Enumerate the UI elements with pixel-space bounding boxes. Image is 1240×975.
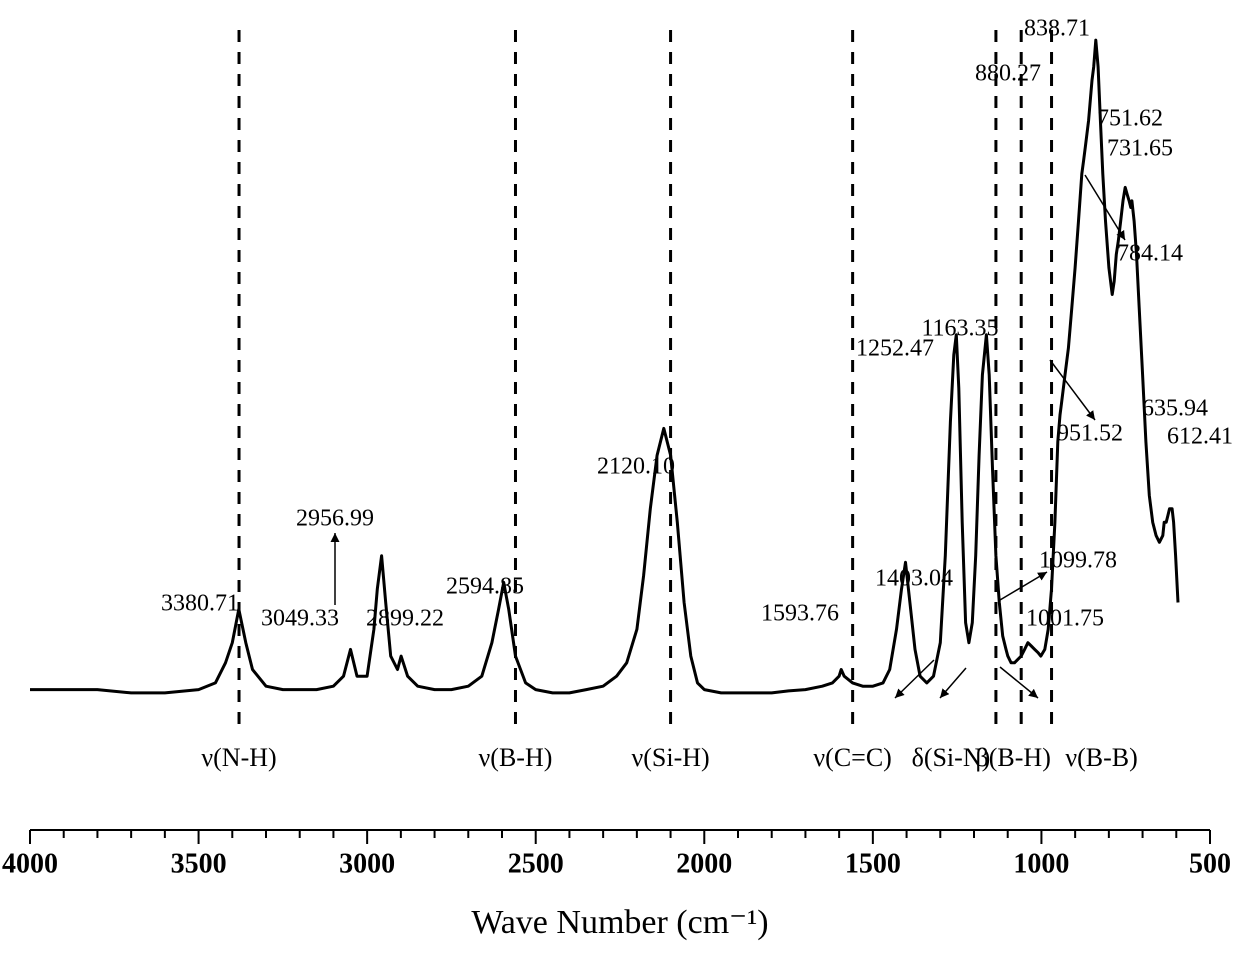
peak-label-7: 1403.04 [875,566,953,592]
x-tick-label-2: 3000 [339,848,395,879]
x-tick-label-0: 4000 [2,848,58,879]
peak-label-4: 2594.85 [446,574,524,600]
x-tick-label-5: 1500 [845,848,901,879]
peak-label-13: 731.65 [1107,136,1173,162]
spectrum-svg: ν(N-H)ν(B-H)ν(Si-H)ν(C=C)δ(Si-N)β(B-H)ν(… [0,0,1240,975]
x-axis-label: Wave Number (cm⁻¹) [471,904,768,941]
peak-label-15: 951.52 [1057,421,1123,447]
ir-spectrum-chart: ν(N-H)ν(B-H)ν(Si-H)ν(C=C)δ(Si-N)β(B-H)ν(… [0,0,1240,975]
x-tick-label-4: 2000 [676,848,732,879]
x-tick-label-7: 500 [1189,848,1231,879]
mode-label-2: ν(Si-H) [631,743,709,772]
peak-label-5: 2120.10 [597,454,675,480]
x-tick-label-6: 1000 [1013,848,1069,879]
peak-label-2: 2956.99 [296,506,374,532]
peak-label-6: 1593.76 [761,601,839,627]
peak-label-16: 635.94 [1142,396,1208,422]
peak-label-3: 2899.22 [366,606,444,632]
peak-label-0: 3380.71 [161,591,239,617]
arrow-6 [1000,667,1038,698]
mode-label-6: ν(B-B) [1065,743,1137,772]
arrow-3 [1000,572,1047,600]
peak-label-1: 3049.33 [261,606,339,632]
peak-label-9: 1163.35 [921,316,998,342]
peak-label-10: 880.27 [975,61,1041,87]
peak-label-12: 751.62 [1097,106,1163,132]
peak-label-19: 1001.75 [1026,606,1104,632]
peak-label-17: 612.41 [1167,424,1233,450]
mode-label-1: ν(B-H) [479,743,553,772]
x-tick-label-3: 2500 [508,848,564,879]
peak-label-14: 784.14 [1117,241,1183,267]
mode-label-5: β(B-H) [976,743,1051,772]
mode-label-0: ν(N-H) [201,743,276,772]
peak-label-18: 1099.78 [1039,548,1117,574]
x-tick-label-1: 3500 [171,848,227,879]
peak-label-11: 838.71 [1024,16,1090,42]
arrow-2 [1050,360,1095,420]
arrow-4 [895,660,934,698]
mode-label-3: ν(C=C) [813,743,891,772]
arrow-5 [940,668,966,698]
